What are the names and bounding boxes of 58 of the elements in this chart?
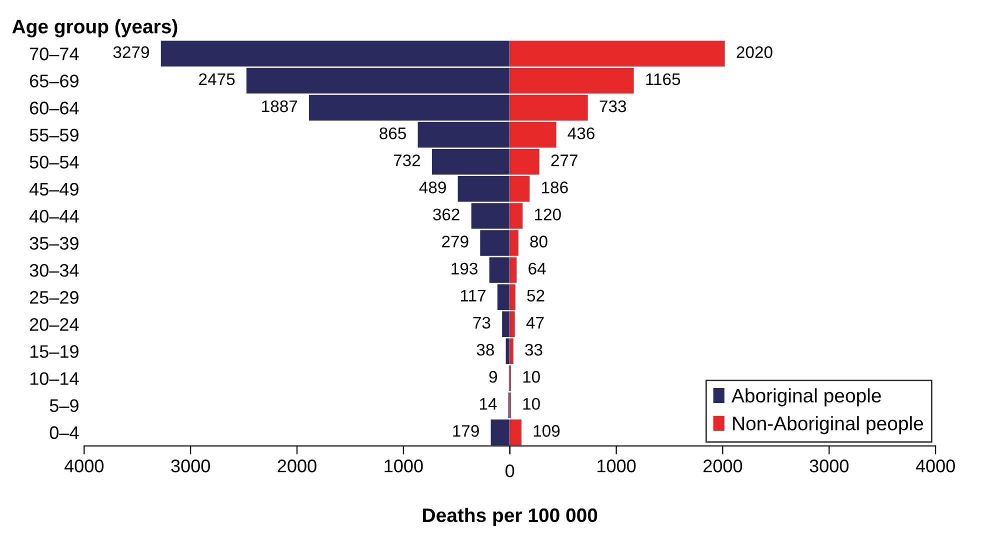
x-tick-label: 4000 (64, 460, 104, 472)
data-label: 10 (523, 370, 540, 383)
y-tick-label: 20–24 (30, 318, 79, 331)
data-label: 120 (535, 208, 561, 220)
data-label: 52 (527, 290, 544, 302)
y-tick-label: 10–14 (30, 372, 79, 385)
data-label: 489 (419, 182, 446, 194)
data-label: 2475 (199, 73, 235, 86)
x-axis-title: Deaths per 100 000 (423, 508, 598, 526)
data-label: 109 (534, 425, 560, 437)
data-label: 38 (476, 344, 494, 356)
data-label: 279 (442, 236, 468, 248)
x-tick-label: 3000 (810, 460, 849, 472)
data-label: 733 (600, 100, 626, 112)
x-tick-label: 1000 (384, 460, 423, 472)
data-label: 436 (568, 127, 594, 140)
data-label: 64 (528, 262, 546, 275)
y-tick-label: 15–19 (30, 345, 78, 358)
data-label: 362 (433, 208, 460, 220)
y-tick-label: 35–39 (30, 236, 78, 250)
data-label: 9 (489, 370, 497, 383)
x-tick-label: 1000 (598, 460, 636, 472)
x-tick-label: 4000 (916, 460, 955, 472)
x-tick-label: 0 (506, 464, 514, 478)
data-label: 47 (526, 316, 544, 328)
data-label: 73 (473, 316, 490, 329)
y-tick-label: 0–4 (50, 426, 79, 440)
data-label: 117 (460, 290, 486, 302)
y-tick-label: 50–54 (30, 156, 79, 169)
y-tick-label: 70–74 (30, 48, 79, 60)
data-label: 1165 (646, 73, 680, 86)
data-label: 865 (380, 127, 406, 140)
data-label: 186 (542, 182, 568, 194)
data-label: 277 (551, 154, 578, 166)
y-tick-label: 60–64 (30, 102, 79, 114)
legend-label: Non-Aboriginal people (733, 416, 924, 434)
y-tick-label: 5–9 (50, 399, 78, 412)
y-tick-label: 25–29 (30, 291, 78, 304)
data-label: 10 (523, 398, 540, 410)
x-tick-label: 2000 (704, 460, 742, 472)
data-label: 179 (453, 425, 479, 437)
data-label: 33 (525, 344, 542, 356)
y-tick-label: 55–59 (30, 128, 78, 142)
x-tick-label: 3000 (171, 460, 210, 472)
data-label: 732 (394, 154, 420, 166)
y-tick-label: 40–44 (30, 210, 79, 223)
y-tick-label: 65–69 (30, 74, 78, 88)
data-label: 80 (530, 236, 548, 248)
data-label: 2020 (736, 46, 772, 58)
y-axis-title: Age group (years) (12, 19, 178, 38)
x-tick-label: 2000 (278, 460, 316, 472)
legend-label: Aboriginal people (732, 388, 881, 406)
data-label: 1887 (262, 100, 298, 112)
data-label: 3279 (113, 46, 149, 58)
y-tick-label: 45–49 (30, 182, 78, 196)
y-tick-label: 30–34 (30, 264, 79, 277)
data-label: 14 (480, 398, 497, 410)
data-label: 193 (452, 262, 478, 275)
